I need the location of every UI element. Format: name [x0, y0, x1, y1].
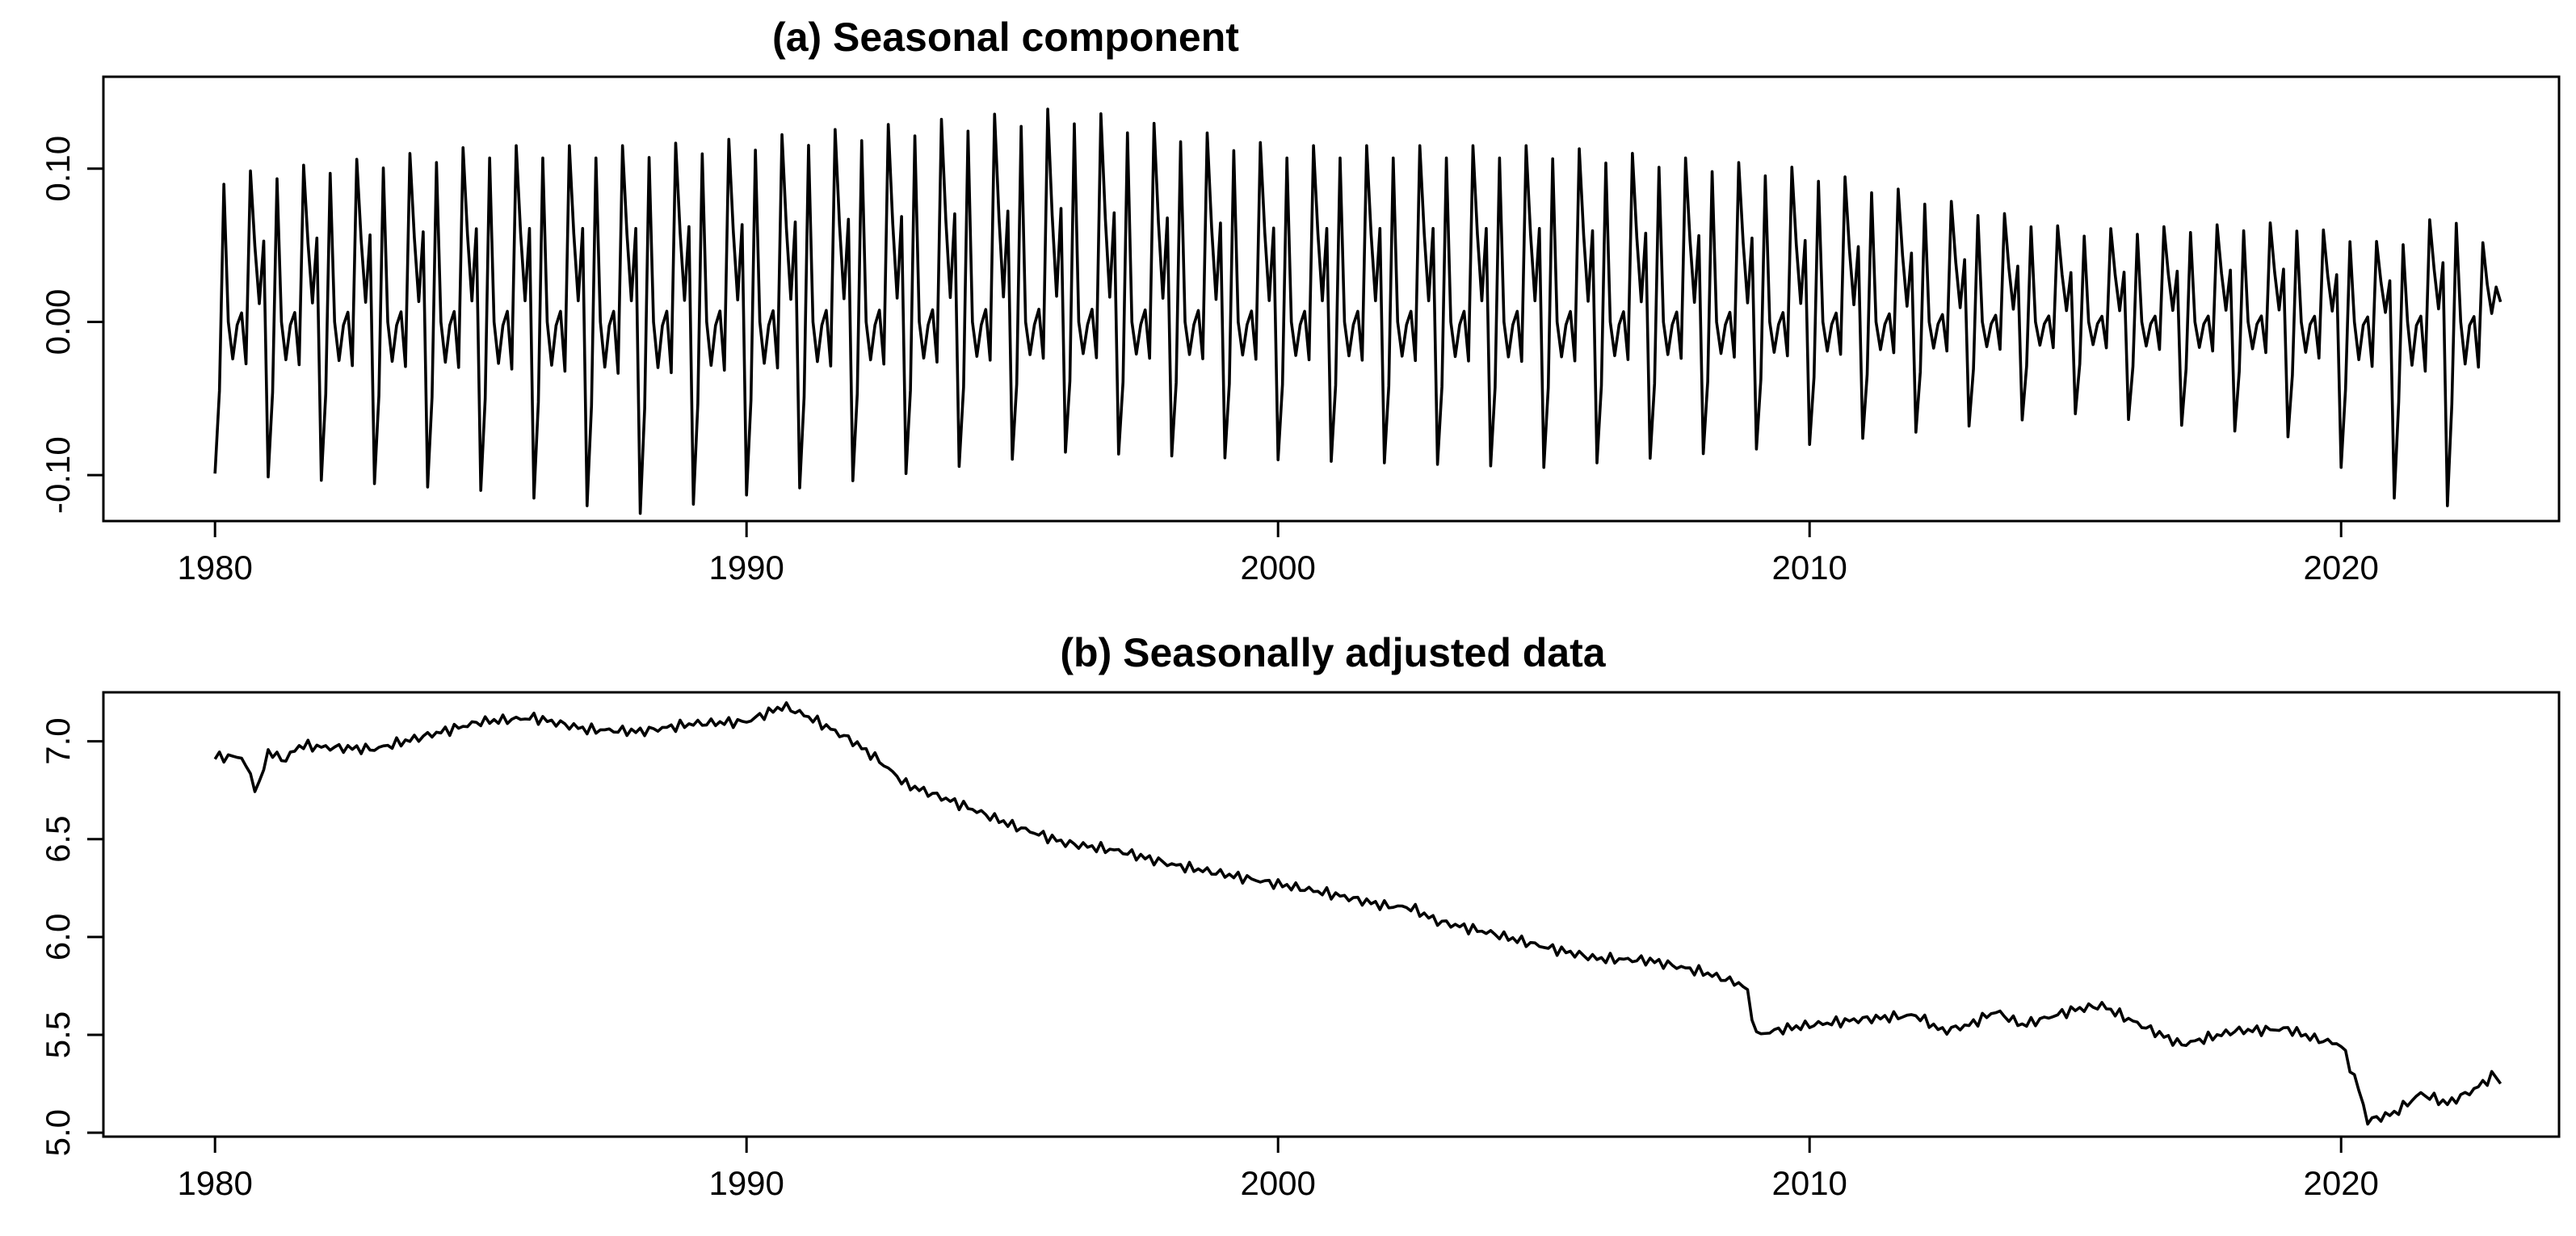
y-tick-label: 6.0 [39, 914, 77, 961]
x-tick-label: 1980 [177, 549, 252, 586]
x-tick-label: 2000 [1240, 1164, 1315, 1202]
adjusted-series-line [213, 701, 2502, 1126]
x-tick-label: 2000 [1240, 549, 1315, 586]
y-tick-label: 7.0 [39, 717, 77, 764]
x-tick-label: 1990 [708, 1164, 784, 1202]
y-axis: -0.10 0.00 0.10 [39, 136, 103, 514]
y-tick-label: 0.10 [39, 136, 77, 202]
x-tick-label: 1980 [177, 1164, 252, 1202]
y-tick-label: 5.5 [39, 1011, 77, 1058]
y-tick-label: -0.10 [39, 436, 77, 514]
x-tick-label: 2020 [2303, 549, 2378, 586]
x-tick-label: 2010 [1771, 1164, 1847, 1202]
seasonal-series-line [213, 107, 2502, 515]
plot-frame [102, 691, 2561, 1138]
y-tick-label: 5.0 [39, 1109, 77, 1156]
x-tick-label: 2020 [2303, 1164, 2378, 1202]
y-tick-label: 0.00 [39, 289, 77, 355]
seasonal-component-title: (a) Seasonal component [772, 15, 1239, 60]
x-tick-label: 1990 [708, 549, 784, 586]
x-axis: 1980 1990 2000 2010 2020 [177, 521, 2379, 586]
x-tick-label: 2010 [1771, 549, 1847, 586]
x-axis: 1980 1990 2000 2010 2020 [177, 1137, 2379, 1202]
plot-frame [102, 75, 2561, 523]
seasonally-adjusted-panel: (b) Seasonally adjusted data 1980 1990 200… [39, 630, 2561, 1202]
y-axis: 5.0 5.5 6.0 6.5 7.0 [39, 717, 103, 1156]
y-tick-label: 6.5 [39, 816, 77, 863]
seasonal-component-panel: (a) Seasonal component 1980 1990 2000 2010 2… [39, 15, 2561, 586]
seasonally-adjusted-title: (b) Seasonally adjusted data [1060, 630, 1606, 675]
